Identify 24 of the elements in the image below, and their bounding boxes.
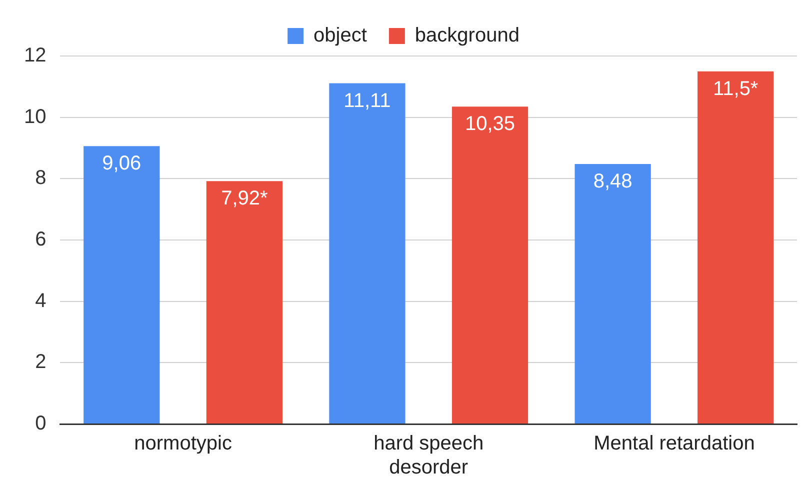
data-label: 11,5*	[712, 78, 758, 100]
data-label: 7,92*	[221, 188, 268, 210]
legend-label: object	[314, 24, 368, 47]
data-label: 8,48	[593, 170, 632, 192]
bar	[84, 146, 160, 424]
x-tick-label: hard speech desorder	[374, 432, 484, 479]
y-tick-label: 4	[35, 290, 46, 312]
data-label: 10,35	[464, 113, 516, 136]
legend-label: background	[414, 24, 520, 47]
y-tick-label: 8	[35, 167, 46, 190]
x-tick-label: Mental retardation	[594, 432, 755, 455]
y-tick-label: 12	[24, 44, 46, 67]
data-label: 9,06	[102, 152, 142, 175]
bar	[452, 106, 528, 424]
y-tick-label: 2	[35, 351, 46, 374]
y-tick-label: 0	[35, 412, 46, 435]
x-tick-label: normotypic	[134, 432, 232, 455]
bar	[206, 181, 282, 424]
y-tick-label: 6	[35, 228, 46, 251]
bar	[329, 83, 406, 424]
bar	[574, 164, 651, 424]
data-label: 11,11	[344, 90, 391, 112]
bar	[698, 71, 774, 424]
y-tick-label: 10	[24, 106, 46, 128]
